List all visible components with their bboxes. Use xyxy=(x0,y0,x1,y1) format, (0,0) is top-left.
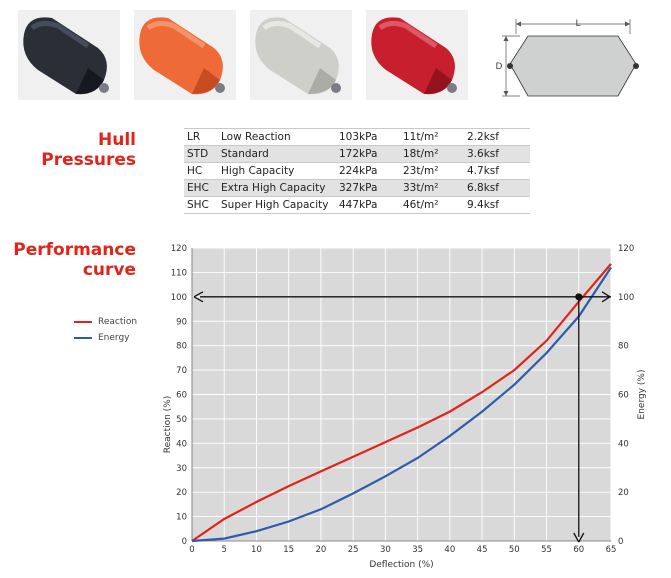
fender-image-grey xyxy=(250,10,352,100)
x-tick-label: 50 xyxy=(509,545,520,555)
arrowhead-down xyxy=(573,532,585,543)
y-tick-label: 100 xyxy=(171,293,187,303)
y-tick-label: 90 xyxy=(176,317,187,327)
cell-tm2: 18t/m² xyxy=(403,148,439,160)
y2-tick-label: 20 xyxy=(618,488,629,498)
y-axis-label: Reaction (%) xyxy=(163,396,173,454)
table-row: HC High Capacity 224kPa 23t/m² 4.7ksf xyxy=(184,163,530,180)
cell-tm2: 11t/m² xyxy=(403,131,439,143)
x-axis-label: Deflection (%) xyxy=(369,560,433,570)
plot-area xyxy=(192,248,611,541)
hull-pressures-table: LR Low Reaction 103kPa 11t/m² 2.2ksf STD… xyxy=(184,128,530,214)
fender-image-black xyxy=(18,10,120,100)
y2-tick-label: 40 xyxy=(618,439,629,449)
performance-curve-title: Performance curve xyxy=(10,240,136,280)
fender-image-red xyxy=(366,10,468,100)
x-tick-label: 5 xyxy=(222,545,227,555)
cell-name: High Capacity xyxy=(221,165,295,177)
hull-title-line2: Pressures xyxy=(41,150,136,170)
diameter-label: D xyxy=(496,62,503,72)
y2-tick-label: 80 xyxy=(618,342,629,352)
cell-name: Super High Capacity xyxy=(221,199,329,211)
hull-title-line1: Hull xyxy=(98,130,136,150)
y-tick-label: 80 xyxy=(176,342,187,352)
cell-kpa: 103kPa xyxy=(339,131,378,143)
y-tick-label: 0 xyxy=(182,537,187,547)
legend-item-energy: Energy xyxy=(74,333,130,343)
legend-item-reaction: Reaction xyxy=(74,317,137,327)
cell-ksf: 4.7ksf xyxy=(467,165,499,177)
cell-tm2: 23t/m² xyxy=(403,165,439,177)
x-tick-label: 15 xyxy=(283,545,294,555)
cell-code: SHC xyxy=(187,199,209,211)
performance-title-line2: curve xyxy=(82,260,136,280)
x-tick-label: 10 xyxy=(251,545,262,555)
hull-pressures-title: Hull Pressures xyxy=(20,130,136,170)
legend-label: Energy xyxy=(98,333,130,343)
legend-swatch-energy xyxy=(74,336,92,339)
table-row: EHC Extra High Capacity 327kPa 33t/m² 6.… xyxy=(184,179,530,197)
performance-title-line1: Performance xyxy=(13,240,136,260)
dimension-diagram: L D xyxy=(496,19,639,97)
table-row: STD Standard 172kPa 18t/m² 3.6ksf xyxy=(184,145,530,163)
x-tick-label: 35 xyxy=(412,545,423,555)
arrowhead-left xyxy=(193,291,204,303)
legend-swatch-reaction xyxy=(74,320,92,323)
y-tick-label: 50 xyxy=(176,415,187,425)
cell-name: Standard xyxy=(221,148,269,160)
y-tick-label: 110 xyxy=(171,268,187,278)
y2-tick-label: 120 xyxy=(618,244,634,254)
cell-name: Low Reaction xyxy=(221,131,291,143)
legend-label: Reaction xyxy=(98,317,138,327)
y2-tick-label: 60 xyxy=(618,391,629,401)
fender-image-orange xyxy=(134,10,236,100)
cell-code: HC xyxy=(187,165,203,177)
series-line-reaction xyxy=(191,263,612,542)
annotation-point-energy xyxy=(575,293,583,301)
y-tick-label: 120 xyxy=(171,244,187,254)
cell-code: LR xyxy=(187,131,201,143)
cell-tm2: 46t/m² xyxy=(403,199,439,211)
y-tick-label: 10 xyxy=(176,513,187,523)
x-tick-label: 0 xyxy=(189,545,194,555)
cell-kpa: 224kPa xyxy=(339,165,378,177)
cell-ksf: 9.4ksf xyxy=(467,199,499,211)
y2-tick-label: 100 xyxy=(618,293,634,303)
y2-tick-label: 0 xyxy=(618,537,623,547)
cell-tm2: 33t/m² xyxy=(403,182,439,194)
cell-name: Extra High Capacity xyxy=(221,182,326,194)
x-tick-label: 40 xyxy=(444,545,455,555)
annotation-point-reaction xyxy=(575,293,583,301)
cell-kpa: 327kPa xyxy=(339,182,378,194)
y-tick-label: 20 xyxy=(176,488,187,498)
y-tick-label: 60 xyxy=(176,391,187,401)
x-tick-label: 60 xyxy=(573,545,584,555)
x-tick-label: 20 xyxy=(316,545,327,555)
cell-ksf: 3.6ksf xyxy=(467,148,499,160)
y-tick-label: 40 xyxy=(176,439,187,449)
arrowhead-right xyxy=(601,291,611,303)
y-tick-label: 70 xyxy=(176,366,187,376)
series-line-energy xyxy=(191,266,612,543)
x-tick-label: 25 xyxy=(348,545,359,555)
x-tick-label: 30 xyxy=(380,545,391,555)
table-row: SHC Super High Capacity 447kPa 46t/m² 9.… xyxy=(184,197,530,214)
table-row: LR Low Reaction 103kPa 11t/m² 2.2ksf xyxy=(184,128,530,146)
length-label: L xyxy=(575,19,580,29)
cell-ksf: 6.8ksf xyxy=(467,182,499,194)
y-tick-label: 30 xyxy=(176,464,187,474)
cell-kpa: 172kPa xyxy=(339,148,378,160)
x-tick-label: 55 xyxy=(541,545,552,555)
x-tick-label: 65 xyxy=(606,545,617,555)
x-tick-label: 45 xyxy=(477,545,488,555)
cell-ksf: 2.2ksf xyxy=(467,131,499,143)
cell-code: STD xyxy=(187,148,209,160)
cell-code: EHC xyxy=(187,182,209,194)
cell-kpa: 447kPa xyxy=(339,199,378,211)
y2-axis-label: Energy (%) xyxy=(637,370,647,420)
